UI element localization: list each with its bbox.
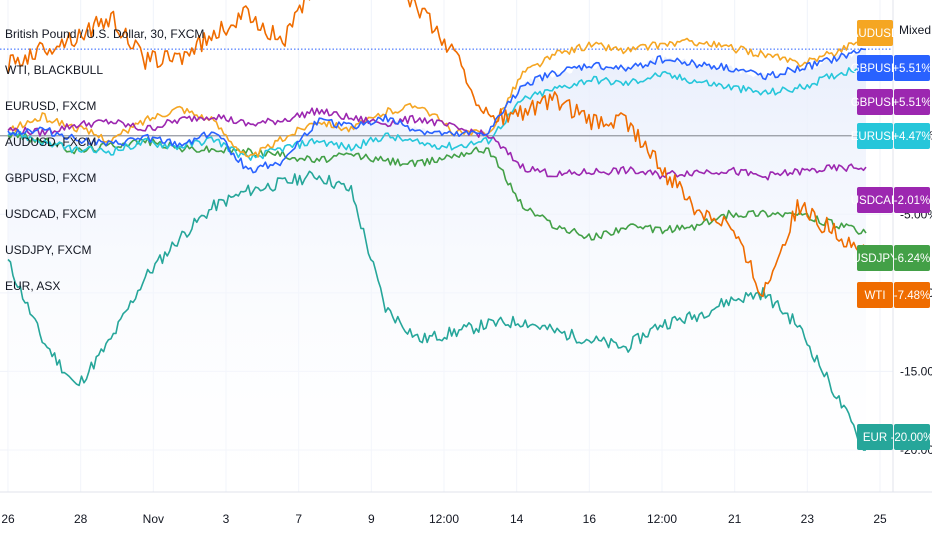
x-tick-label: Nov [143, 512, 164, 526]
scale-tag-symbol-box [857, 187, 893, 213]
scale-tag-symbol: EURUSD [851, 131, 900, 143]
scale-tag-audusd: AUDUSD [851, 20, 900, 46]
scale-tag-symbol: USDCAD [851, 195, 900, 207]
series-line-audusd [7, 36, 867, 158]
legend-label-eurusd: EURUSD, FXCM [5, 99, 96, 113]
legend-label-british-pound-u-s-dollar: British Pound / U.S. Dollar, 30, FXCM [5, 27, 204, 41]
scale-tag-symbol-box [857, 89, 893, 115]
main-series-area [8, 49, 866, 493]
x-tick-label: 16 [583, 512, 597, 526]
scale-tag-symbol-box [857, 424, 893, 450]
scale-tag-symbol-box [857, 123, 893, 149]
scale-tag-value: -6.24% [894, 253, 930, 265]
x-tick-label: 23 [801, 512, 815, 526]
scale-tag-wti: WTI -7.48% [857, 282, 930, 308]
scale-tag-value: +4.47% [892, 131, 931, 143]
series-line-usdjpy [7, 131, 867, 241]
x-tick-label: 25 [873, 512, 887, 526]
series-line-usdcad [7, 107, 867, 181]
scale-tag-value: -7.48% [894, 290, 930, 302]
y-tick-label: -15.00% [900, 364, 932, 378]
scale-tag-value: -2.01% [894, 195, 930, 207]
legend-label-gbpusd: GBPUSD, FXCM [5, 171, 96, 185]
x-tick-label: 9 [368, 512, 375, 526]
scale-tag-symbol-box [857, 282, 893, 308]
scale-mode-label: Mixed [899, 23, 931, 37]
price-scale-tags: AUDUSDGBPUSD+5.51%GBPUSD+5.51%EURUSD+4.4… [851, 20, 932, 450]
legend: British Pound / U.S. Dollar, 30, FXCM WTI… [5, 27, 204, 293]
gbpusd-area [8, 49, 866, 493]
legend-label-eur: EUR, ASX [5, 279, 60, 293]
series-line-wti [7, 0, 867, 298]
legend-label-usdjpy: USDJPY, FXCM [5, 243, 91, 257]
x-tick-label: 12:00 [647, 512, 677, 526]
scale-tag-value-box [894, 123, 930, 149]
scale-tag-value-box [894, 282, 930, 308]
scale-tag-usdcad: USDCAD-2.01% [851, 187, 930, 213]
scale-tag-value: +5.51% [892, 63, 931, 75]
scale-tag-usdjpy: USDJPY-6.24% [852, 245, 930, 271]
scale-tag-value-box [894, 245, 930, 271]
scale-tag-value: -20.00% [891, 432, 932, 444]
scale-tag-value-box [894, 55, 930, 81]
scale-tag-value-box [894, 89, 930, 115]
scale-tag-symbol-box [857, 55, 893, 81]
scale-tag-eurusd: EURUSD+4.47% [851, 123, 932, 149]
x-tick-label: 12:00 [429, 512, 459, 526]
legend-label-wti: WTI, BLACKBULL [5, 63, 103, 77]
legend-label-usdcad: USDCAD, FXCM [5, 207, 96, 221]
x-tick-label: 28 [74, 512, 88, 526]
x-tick-label: 3 [223, 512, 230, 526]
series-line-eur [7, 170, 867, 451]
scale-tag-symbol: AUDUSD [851, 28, 900, 40]
x-tick-label: 14 [510, 512, 524, 526]
scale-tag-symbol-box [857, 245, 893, 271]
scale-tag-gbpusd: GBPUSD+5.51% [851, 55, 932, 81]
x-tick-label: 26 [1, 512, 15, 526]
scale-tag-symbol: USDJPY [852, 253, 898, 265]
legend-label-audusd: AUDUSD, FXCM [5, 135, 96, 149]
scale-tag-symbol: GBPUSD [851, 63, 900, 75]
scale-tag-value-box [894, 187, 930, 213]
scale-tag-symbol: EUR [863, 432, 887, 444]
scale-tag-value: +5.51% [892, 97, 931, 109]
scale-tag-value-box [894, 424, 930, 450]
x-tick-label: 7 [295, 512, 302, 526]
scale-tag-gbpusd: GBPUSD+5.51% [851, 89, 932, 115]
series-lines [7, 0, 867, 451]
time-scale[interactable]: 26 28 Nov 3 7 9 12:00 14 16 12:00 21 23 25 [0, 491, 932, 526]
scale-tag-symbol: WTI [864, 290, 885, 302]
scale-tag-symbol: GBPUSD [851, 97, 900, 109]
scale-tag-eur: EUR -20.00% [857, 424, 932, 450]
scale-tag-symbol-box [857, 20, 893, 46]
series-line-gbpusd [7, 47, 866, 174]
x-tick-label: 21 [728, 512, 742, 526]
